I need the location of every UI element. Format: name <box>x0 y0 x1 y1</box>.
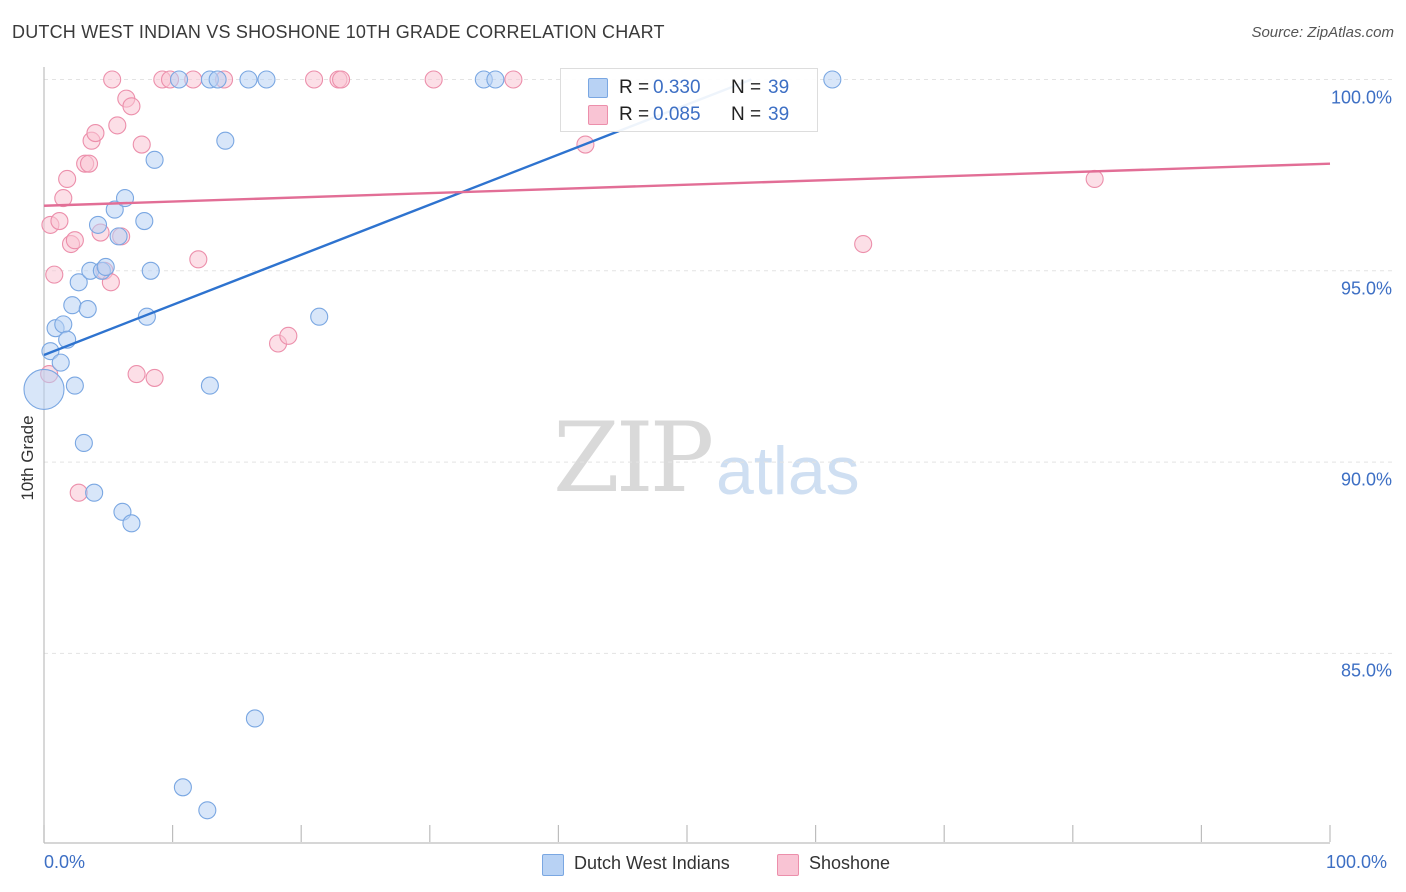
shoshone-point <box>424 70 443 89</box>
shoshone-point <box>127 365 146 384</box>
shoshone-point <box>45 265 64 284</box>
shoshone-point <box>189 250 208 269</box>
dutch-west-indian-point <box>54 315 73 334</box>
shoshone-point <box>132 135 151 154</box>
n-label: N = <box>731 104 762 125</box>
shoshone-point <box>305 70 324 89</box>
r-value: 0.330 <box>653 77 701 98</box>
dutch-west-indian-point <box>135 212 154 231</box>
shoshone-point <box>504 70 523 89</box>
x-tick-label-max: 100.0% <box>1326 852 1388 872</box>
legend-swatch-blue <box>542 854 564 876</box>
shoshone-point <box>50 212 69 231</box>
dutch-west-indian-point <box>310 307 329 326</box>
shoshone-point <box>122 97 141 116</box>
dutch-west-indian-point <box>105 200 124 219</box>
dutch-west-indian-point <box>51 353 70 372</box>
watermark-atlas: atlas <box>716 433 860 509</box>
dutch-west-indian-point <box>63 296 82 315</box>
shoshone-point <box>103 70 122 89</box>
stats-box: R = 0.330 N = 39 R = 0.085 N = 39 <box>560 68 818 132</box>
n-label: N = <box>731 77 762 98</box>
dutch-west-indian-point <box>823 70 842 89</box>
dutch-west-indian-point <box>122 514 141 533</box>
dutch-west-indian-point <box>486 70 505 89</box>
shoshone-point <box>279 326 298 345</box>
shoshone-point <box>58 169 77 189</box>
source-label: Source: ZipAtlas.com <box>1251 24 1394 41</box>
dutch-west-indian-point <box>65 376 84 395</box>
shoshone-point <box>69 483 88 502</box>
dutch-west-indian-point <box>96 257 115 277</box>
blue-swatch <box>588 78 608 98</box>
r-label: R = <box>619 104 650 125</box>
dutch-west-indian-point <box>245 709 264 728</box>
pink-swatch <box>588 105 608 125</box>
dutch-west-indian-point <box>74 433 93 453</box>
r-label: R = <box>619 77 650 98</box>
shoshone-point <box>332 70 351 89</box>
n-value: 39 <box>768 104 790 125</box>
x-tick-label-min: 0.0% <box>44 852 86 872</box>
dutch-west-indian-point <box>23 368 65 410</box>
shoshone-trendline <box>43 162 1331 207</box>
legend-label: Dutch West Indians <box>574 853 730 873</box>
y-tick-label: 100.0% <box>1330 87 1392 107</box>
shoshone-point <box>854 234 873 254</box>
dutch-west-indian-point <box>169 70 189 89</box>
r-value: 0.085 <box>653 104 701 125</box>
shoshone-point <box>86 124 105 143</box>
y-tick-label: 95.0% <box>1340 278 1392 299</box>
dutch-west-indian-point <box>216 131 235 150</box>
legend-label: Shoshone <box>809 853 891 873</box>
dutch-west-indian-point <box>257 70 276 89</box>
shoshone-point <box>1085 169 1104 189</box>
y-axis-label: 10th Grade <box>18 415 37 501</box>
shoshone-point <box>65 231 84 250</box>
dutch-west-indian-point <box>200 376 219 395</box>
shoshone-point <box>54 189 73 208</box>
dutch-west-indian-point <box>198 801 217 820</box>
dutch-west-indian-point <box>208 70 227 89</box>
y-tick-label: 85.0% <box>1340 660 1392 681</box>
dutch-west-indian-point <box>141 261 160 280</box>
watermark-zip: ZIP <box>553 402 714 514</box>
dutch-west-indian-point <box>109 227 128 246</box>
shoshone-point <box>79 154 99 173</box>
legend-swatch-pink <box>777 854 799 876</box>
shoshone-point <box>145 368 164 387</box>
dutch-west-indian-point <box>239 70 258 89</box>
n-value: 39 <box>768 77 790 98</box>
dutch-west-indian-point <box>173 778 192 797</box>
shoshone-point <box>108 116 127 135</box>
chart-title: DUTCH WEST INDIAN VS SHOSHONE 10TH GRADE… <box>12 22 665 42</box>
dutch-west-indian-point <box>145 150 164 169</box>
dutch-west-indian-point <box>78 300 97 319</box>
dutch-west-indian-point <box>88 215 108 234</box>
dutch-west-indian-point <box>85 483 104 502</box>
dutch-west-indian-point <box>69 273 88 292</box>
y-tick-label: 90.0% <box>1340 469 1392 490</box>
